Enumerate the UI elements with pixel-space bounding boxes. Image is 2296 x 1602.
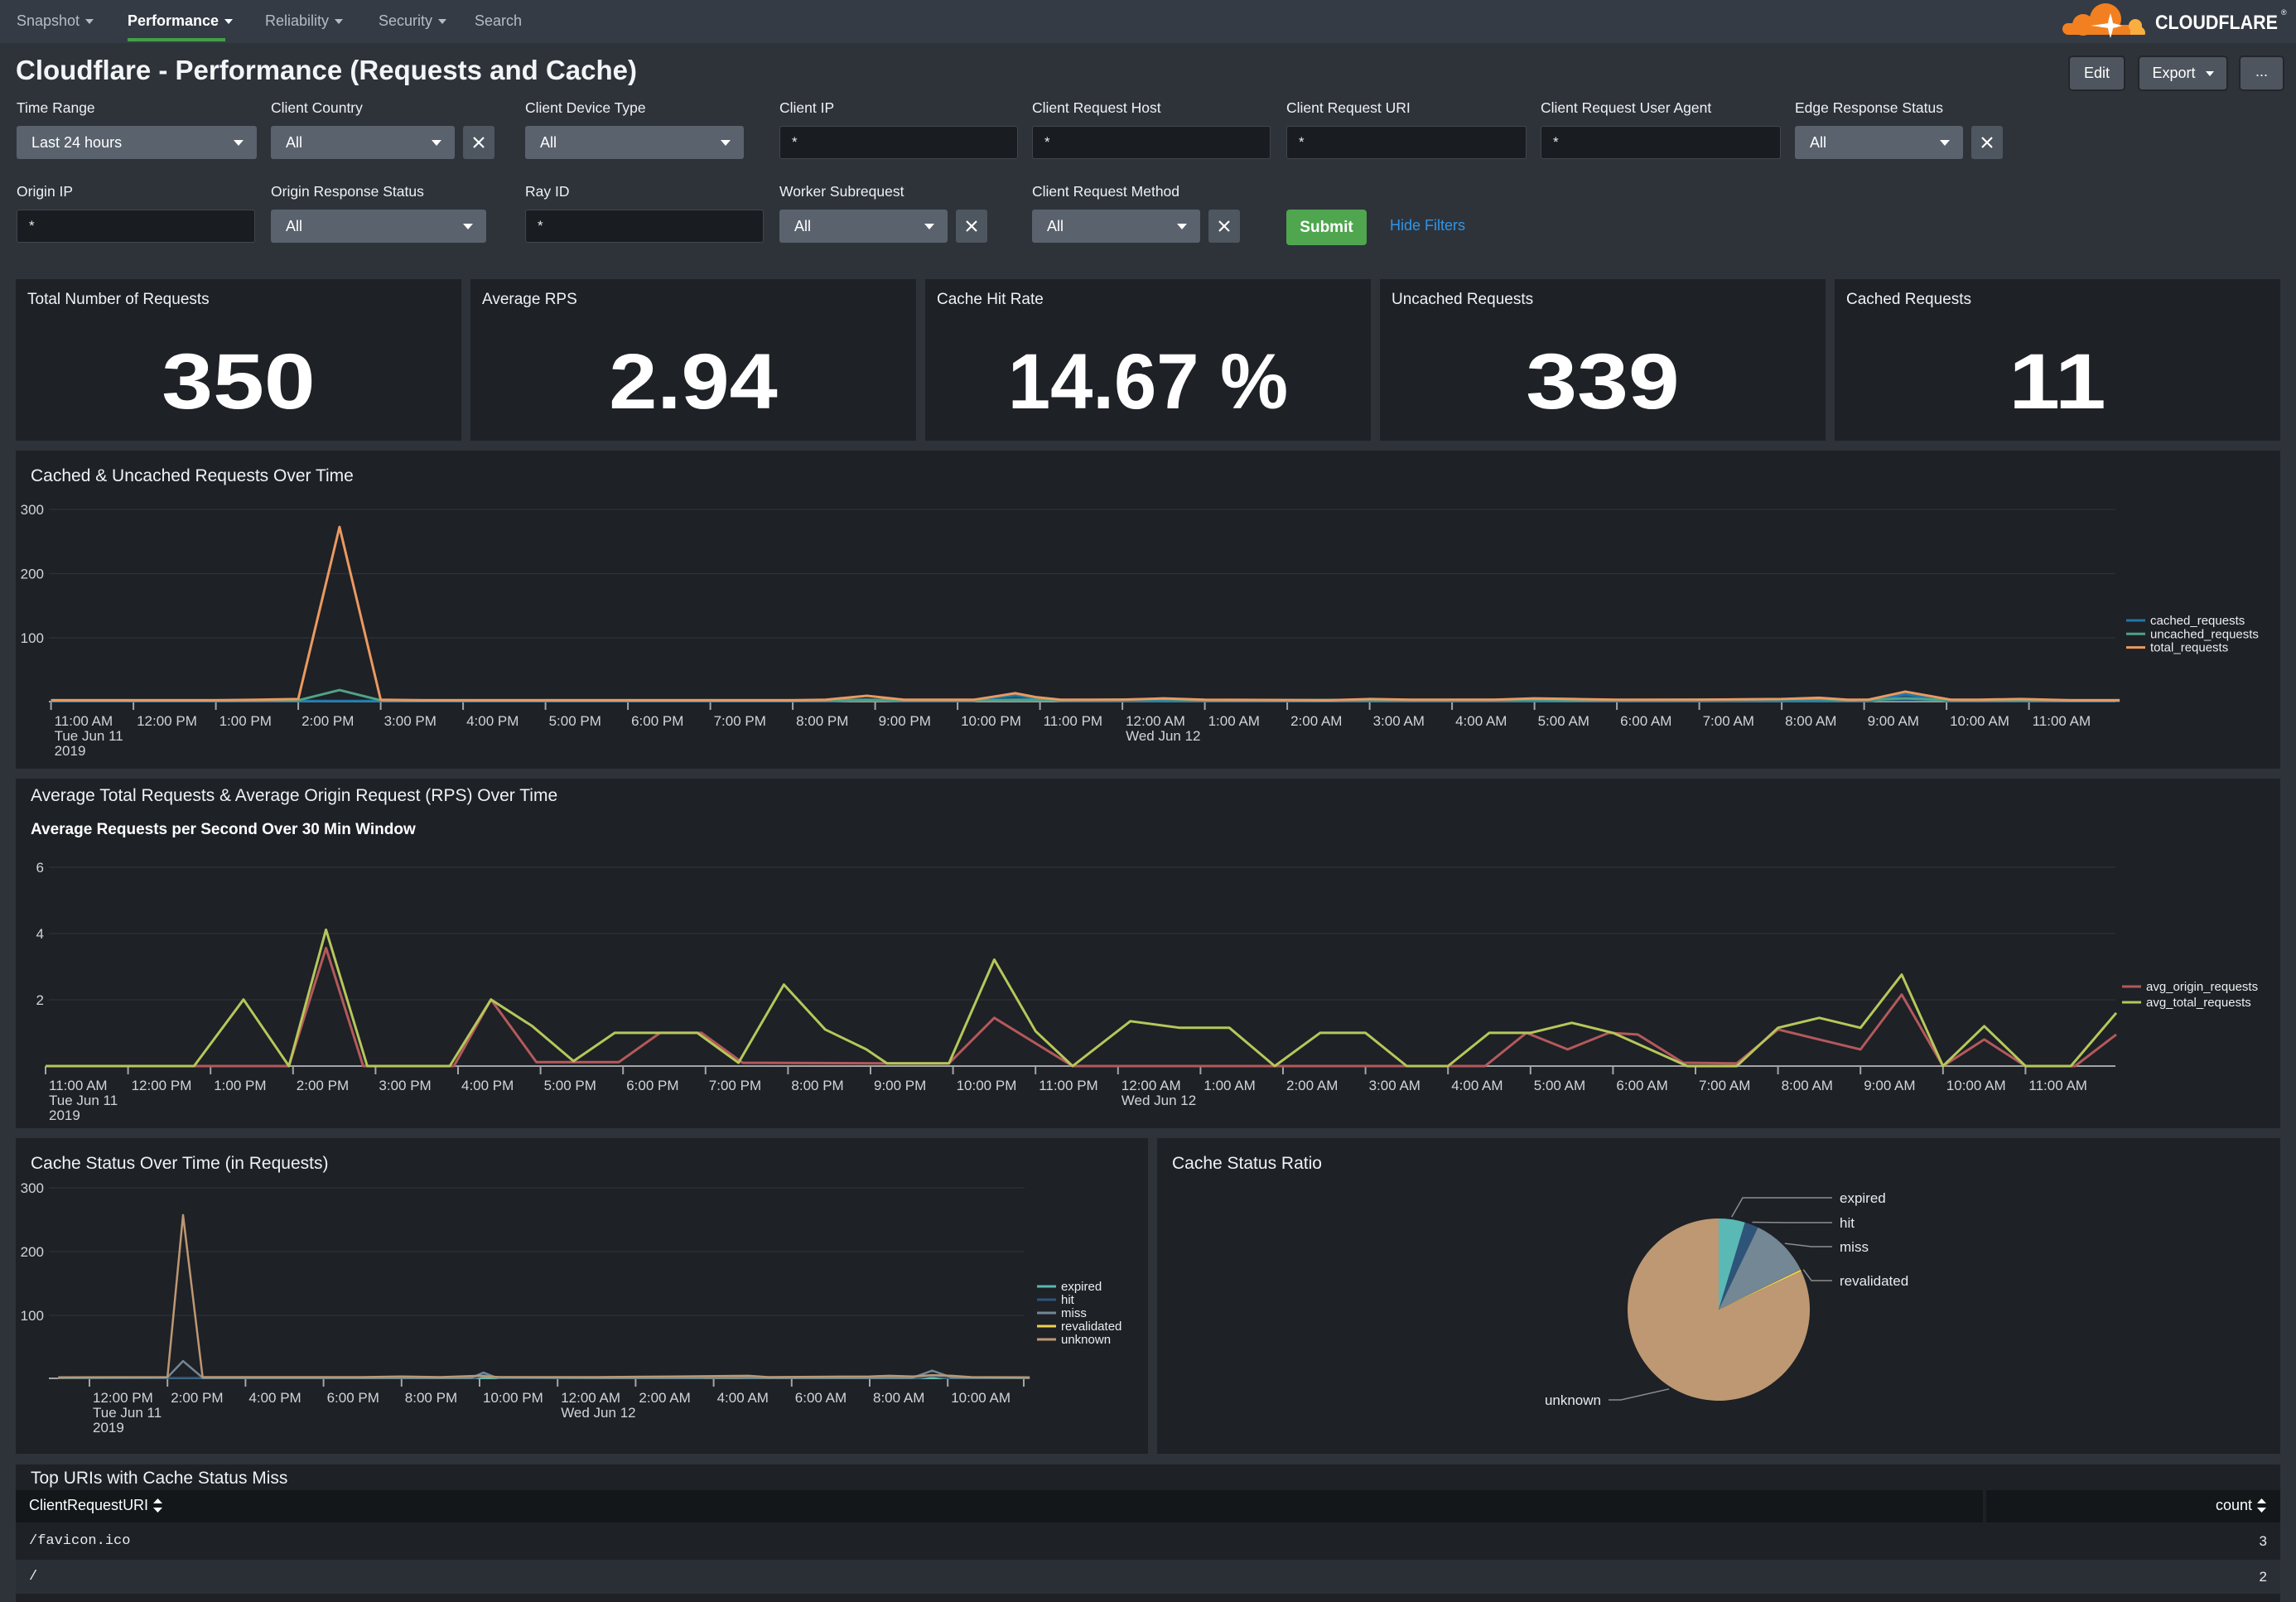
svg-text:CLOUDFLARE: CLOUDFLARE — [2155, 12, 2278, 34]
svg-text:4:00 PM: 4:00 PM — [466, 713, 519, 729]
svg-text:10:00 PM: 10:00 PM — [957, 1078, 1017, 1093]
svg-text:7:00 PM: 7:00 PM — [714, 713, 766, 729]
svg-text:10:00 PM: 10:00 PM — [483, 1390, 543, 1406]
svg-text:avg_origin_requests: avg_origin_requests — [2146, 980, 2258, 994]
svg-text:3:00 AM: 3:00 AM — [1373, 713, 1425, 729]
svg-text:12:00 PM: 12:00 PM — [93, 1390, 153, 1406]
svg-text:revalidated: revalidated — [1840, 1273, 1908, 1289]
svg-text:4: 4 — [36, 926, 44, 942]
svg-text:8:00 AM: 8:00 AM — [1782, 1078, 1833, 1093]
svg-text:200: 200 — [21, 1244, 44, 1260]
svg-text:8:00 PM: 8:00 PM — [405, 1390, 457, 1406]
svg-text:cached_requests: cached_requests — [2150, 614, 2245, 628]
svg-text:6:00 AM: 6:00 AM — [1616, 1078, 1667, 1093]
svg-text:revalidated: revalidated — [1061, 1320, 1121, 1334]
svg-text:Tue Jun 11: Tue Jun 11 — [49, 1093, 118, 1108]
svg-text:300: 300 — [21, 1180, 44, 1196]
svg-text:9:00 AM: 9:00 AM — [1868, 713, 1919, 729]
svg-text:avg_total_requests: avg_total_requests — [2146, 996, 2251, 1010]
svg-text:unknown: unknown — [1061, 1333, 1111, 1347]
svg-text:9:00 PM: 9:00 PM — [874, 1078, 926, 1093]
svg-text:12:00 AM: 12:00 AM — [1121, 1078, 1181, 1093]
svg-text:6:00 PM: 6:00 PM — [626, 1078, 678, 1093]
svg-text:2:00 PM: 2:00 PM — [297, 1078, 349, 1093]
svg-text:2:00 PM: 2:00 PM — [301, 713, 354, 729]
svg-text:2019: 2019 — [93, 1420, 124, 1436]
svg-text:6:00 PM: 6:00 PM — [631, 713, 683, 729]
svg-text:expired: expired — [1840, 1190, 1886, 1206]
svg-text:11:00 AM: 11:00 AM — [55, 713, 113, 729]
svg-text:1:00 PM: 1:00 PM — [219, 713, 272, 729]
svg-text:2:00 AM: 2:00 AM — [1290, 713, 1342, 729]
svg-text:5:00 AM: 5:00 AM — [1534, 1078, 1585, 1093]
svg-text:8:00 PM: 8:00 PM — [796, 713, 848, 729]
svg-text:7:00 PM: 7:00 PM — [709, 1078, 761, 1093]
svg-text:1:00 AM: 1:00 AM — [1203, 1078, 1255, 1093]
svg-text:10:00 AM: 10:00 AM — [951, 1390, 1011, 1406]
svg-text:9:00 PM: 9:00 PM — [879, 713, 931, 729]
svg-text:uncached_requests: uncached_requests — [2150, 627, 2259, 641]
svg-text:expired: expired — [1061, 1280, 1102, 1294]
svg-text:2019: 2019 — [49, 1107, 80, 1123]
svg-text:unknown: unknown — [1545, 1392, 1601, 1408]
svg-text:11:00 PM: 11:00 PM — [1044, 713, 1103, 729]
svg-text:12:00 PM: 12:00 PM — [137, 713, 197, 729]
svg-text:8:00 AM: 8:00 AM — [1785, 713, 1836, 729]
svg-text:8:00 AM: 8:00 AM — [873, 1390, 924, 1406]
svg-text:11:00 PM: 11:00 PM — [1039, 1078, 1098, 1093]
svg-text:5:00 PM: 5:00 PM — [544, 1078, 596, 1093]
svg-text:5:00 PM: 5:00 PM — [549, 713, 601, 729]
svg-text:4:00 PM: 4:00 PM — [248, 1390, 301, 1406]
svg-text:3:00 PM: 3:00 PM — [384, 713, 437, 729]
svg-text:Wed Jun 12: Wed Jun 12 — [561, 1405, 635, 1421]
svg-text:Tue Jun 11: Tue Jun 11 — [93, 1405, 162, 1421]
svg-text:300: 300 — [21, 502, 44, 518]
svg-text:Wed Jun 12: Wed Jun 12 — [1126, 728, 1200, 744]
svg-text:hit: hit — [1061, 1293, 1075, 1307]
svg-text:6:00 AM: 6:00 AM — [1620, 713, 1671, 729]
svg-text:hit: hit — [1840, 1215, 1855, 1231]
svg-text:12:00 AM: 12:00 AM — [1126, 713, 1185, 729]
svg-text:7:00 AM: 7:00 AM — [1703, 713, 1754, 729]
svg-text:1:00 AM: 1:00 AM — [1208, 713, 1260, 729]
svg-text:2: 2 — [36, 992, 44, 1008]
svg-text:2:00 PM: 2:00 PM — [171, 1390, 223, 1406]
svg-text:2:00 AM: 2:00 AM — [1286, 1078, 1338, 1093]
svg-text:12:00 AM: 12:00 AM — [561, 1390, 620, 1406]
svg-text:4:00 AM: 4:00 AM — [1455, 713, 1507, 729]
svg-text:9:00 AM: 9:00 AM — [1864, 1078, 1915, 1093]
svg-text:6:00 PM: 6:00 PM — [327, 1390, 379, 1406]
svg-text:4:00 AM: 4:00 AM — [1451, 1078, 1503, 1093]
svg-text:2019: 2019 — [55, 743, 86, 759]
svg-text:100: 100 — [21, 1308, 44, 1324]
svg-text:miss: miss — [1840, 1239, 1869, 1255]
svg-text:10:00 AM: 10:00 AM — [1946, 1078, 2006, 1093]
svg-text:1:00 PM: 1:00 PM — [214, 1078, 266, 1093]
svg-text:11:00 AM: 11:00 AM — [49, 1078, 108, 1093]
svg-text:100: 100 — [21, 630, 44, 646]
svg-text:10:00 AM: 10:00 AM — [1950, 713, 2009, 729]
svg-text:7:00 AM: 7:00 AM — [1699, 1078, 1750, 1093]
svg-text:6:00 AM: 6:00 AM — [795, 1390, 847, 1406]
svg-text:11:00 AM: 11:00 AM — [2033, 713, 2091, 729]
svg-text:11:00 AM: 11:00 AM — [2028, 1078, 2087, 1093]
svg-text:total_requests: total_requests — [2150, 641, 2228, 655]
svg-text:®: ® — [2281, 8, 2287, 17]
svg-text:miss: miss — [1061, 1306, 1087, 1320]
svg-text:4:00 PM: 4:00 PM — [461, 1078, 514, 1093]
svg-text:10:00 PM: 10:00 PM — [961, 713, 1021, 729]
svg-text:3:00 AM: 3:00 AM — [1369, 1078, 1421, 1093]
svg-text:5:00 AM: 5:00 AM — [1538, 713, 1589, 729]
svg-text:3:00 PM: 3:00 PM — [379, 1078, 431, 1093]
svg-text:200: 200 — [21, 567, 44, 582]
svg-text:8:00 PM: 8:00 PM — [791, 1078, 843, 1093]
svg-text:2:00 AM: 2:00 AM — [639, 1390, 690, 1406]
svg-text:Tue Jun 11: Tue Jun 11 — [55, 728, 123, 744]
svg-text:4:00 AM: 4:00 AM — [717, 1390, 769, 1406]
svg-text:12:00 PM: 12:00 PM — [132, 1078, 192, 1093]
svg-text:6: 6 — [36, 860, 44, 876]
svg-text:Wed Jun 12: Wed Jun 12 — [1121, 1093, 1196, 1108]
